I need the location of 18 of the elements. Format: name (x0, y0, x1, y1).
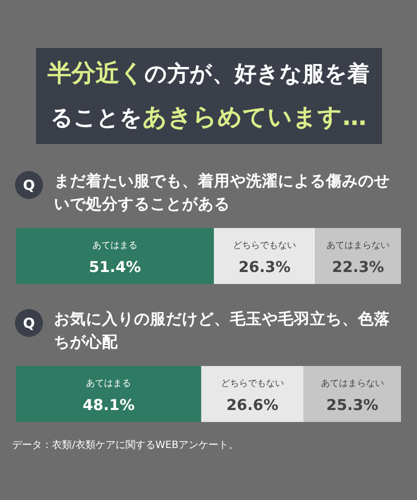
series-label: あてはまらない (326, 241, 390, 251)
series-label: あてはまる (92, 241, 138, 251)
icon-q: Q (14, 308, 44, 338)
text: データ：衣類/衣類ケアに関するWEBアンケート。 (12, 438, 240, 452)
series-label: どちらでもない (220, 379, 284, 389)
icon-q: Q (14, 170, 44, 200)
data-label: 26.3% (238, 258, 291, 276)
chart-title: お気に入りの服だけど、毛玉や毛羽立ち、色落ちが心配 (54, 309, 391, 353)
data-label: 51.4% (88, 258, 141, 276)
chart-title: まだ着たい服でも、着用や洗濯による傷みのせいで処分することがある (54, 171, 391, 215)
text: 半分近くの方が、好きな服を着ることをあきらめています… (48, 59, 370, 131)
data-label: 26.6% (226, 396, 278, 414)
series-label: あてはまらない (320, 379, 384, 389)
series-label: あてはまる (86, 379, 132, 389)
series-label: どちらでもない (233, 241, 296, 251)
data-label: 48.1% (82, 396, 135, 414)
data-label: 25.3% (326, 396, 378, 414)
data-label: 22.3% (332, 258, 384, 276)
